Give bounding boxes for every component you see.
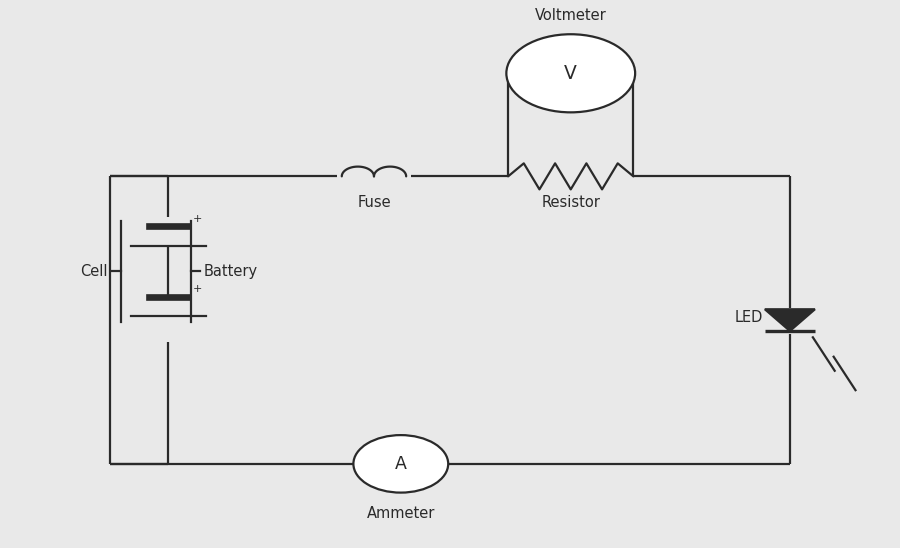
- Text: Resistor: Resistor: [541, 195, 600, 210]
- Text: Fuse: Fuse: [357, 195, 391, 210]
- Text: Cell: Cell: [80, 264, 107, 279]
- Text: V: V: [564, 64, 577, 83]
- Text: Ammeter: Ammeter: [366, 506, 435, 521]
- Text: +: +: [193, 284, 202, 294]
- Text: A: A: [395, 455, 407, 473]
- Polygon shape: [765, 309, 814, 331]
- Text: LED: LED: [734, 310, 763, 325]
- Text: Voltmeter: Voltmeter: [535, 8, 607, 24]
- Circle shape: [507, 34, 635, 112]
- Circle shape: [354, 435, 448, 493]
- Text: +: +: [193, 214, 202, 224]
- Text: Battery: Battery: [204, 264, 258, 279]
